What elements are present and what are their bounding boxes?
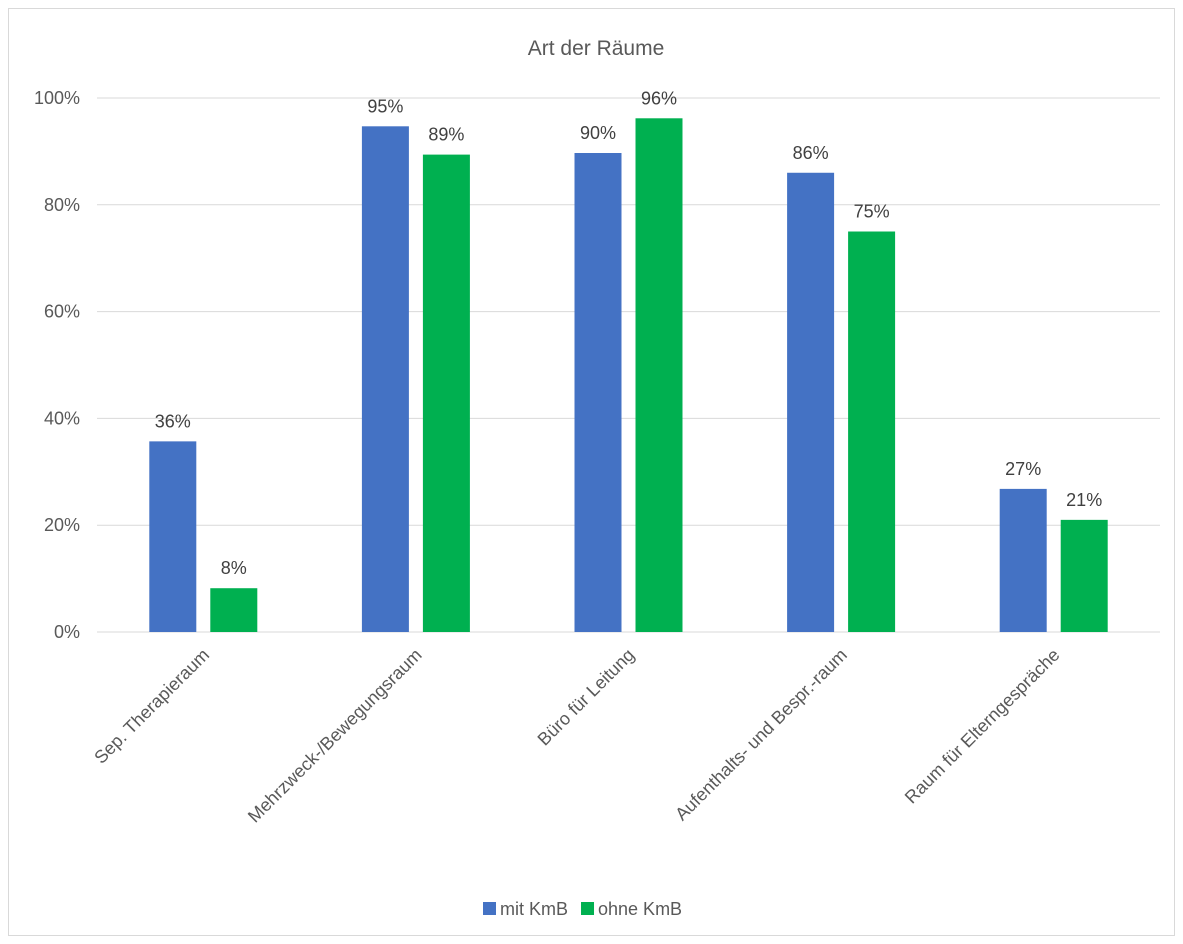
category-labels: Sep. Therapieraum Mehrzweck-/Bewegungsrau… [90, 645, 1063, 827]
y-tick-label: 20% [44, 515, 80, 535]
data-label: 89% [428, 125, 464, 145]
data-label: 21% [1066, 490, 1102, 510]
data-label: 90% [580, 123, 616, 143]
bar-ohne-kmb [210, 588, 258, 632]
category-label: Sep. Therapieraum [90, 645, 213, 768]
bar-mit-kmb [361, 126, 409, 632]
category-label: Büro für Leitung [534, 645, 639, 750]
legend-label: ohne KmB [598, 899, 682, 919]
bar-ohne-kmb [635, 118, 683, 633]
grid-layer [97, 97, 1160, 633]
data-label: 75% [854, 202, 890, 222]
bar-layer [149, 118, 1108, 633]
data-labels: 36% 8% 95% 89% 90% 96% 86% 75% 27% 21% [155, 88, 1102, 578]
y-tick-label: 100% [34, 88, 80, 108]
chart-title: Art der Räume [528, 37, 665, 60]
y-tick-label: 0% [54, 622, 80, 642]
bar-ohne-kmb [848, 231, 896, 632]
bar-mit-kmb [149, 441, 197, 632]
legend-label: mit KmB [500, 899, 568, 919]
bar-mit-kmb [999, 488, 1047, 632]
legend: mit KmB ohne KmB [483, 899, 682, 919]
y-tick-label: 40% [44, 408, 80, 428]
y-tick-label: 80% [44, 195, 80, 215]
legend-swatch [581, 902, 595, 915]
data-label: 86% [793, 143, 829, 163]
data-label: 8% [221, 558, 247, 578]
bar-mit-kmb [574, 153, 622, 632]
bar-ohne-kmb [422, 154, 470, 632]
category-label: Raum für Elterngespräche [901, 645, 1064, 808]
bar-ohne-kmb [1060, 519, 1108, 632]
legend-swatch [483, 902, 496, 915]
data-label: 27% [1005, 459, 1041, 479]
y-axis-labels: 0% 20% 40% 60% 80% 100% [34, 88, 80, 642]
bar-mit-kmb [787, 172, 835, 632]
category-label: Mehrzweck-/Bewegungsraum [244, 645, 426, 827]
data-label: 36% [155, 411, 191, 431]
data-label: 95% [367, 96, 403, 116]
data-label: 96% [641, 88, 677, 108]
category-label: Aufenthalts- und Bespr.-raum [671, 645, 851, 825]
y-tick-label: 60% [44, 302, 80, 322]
